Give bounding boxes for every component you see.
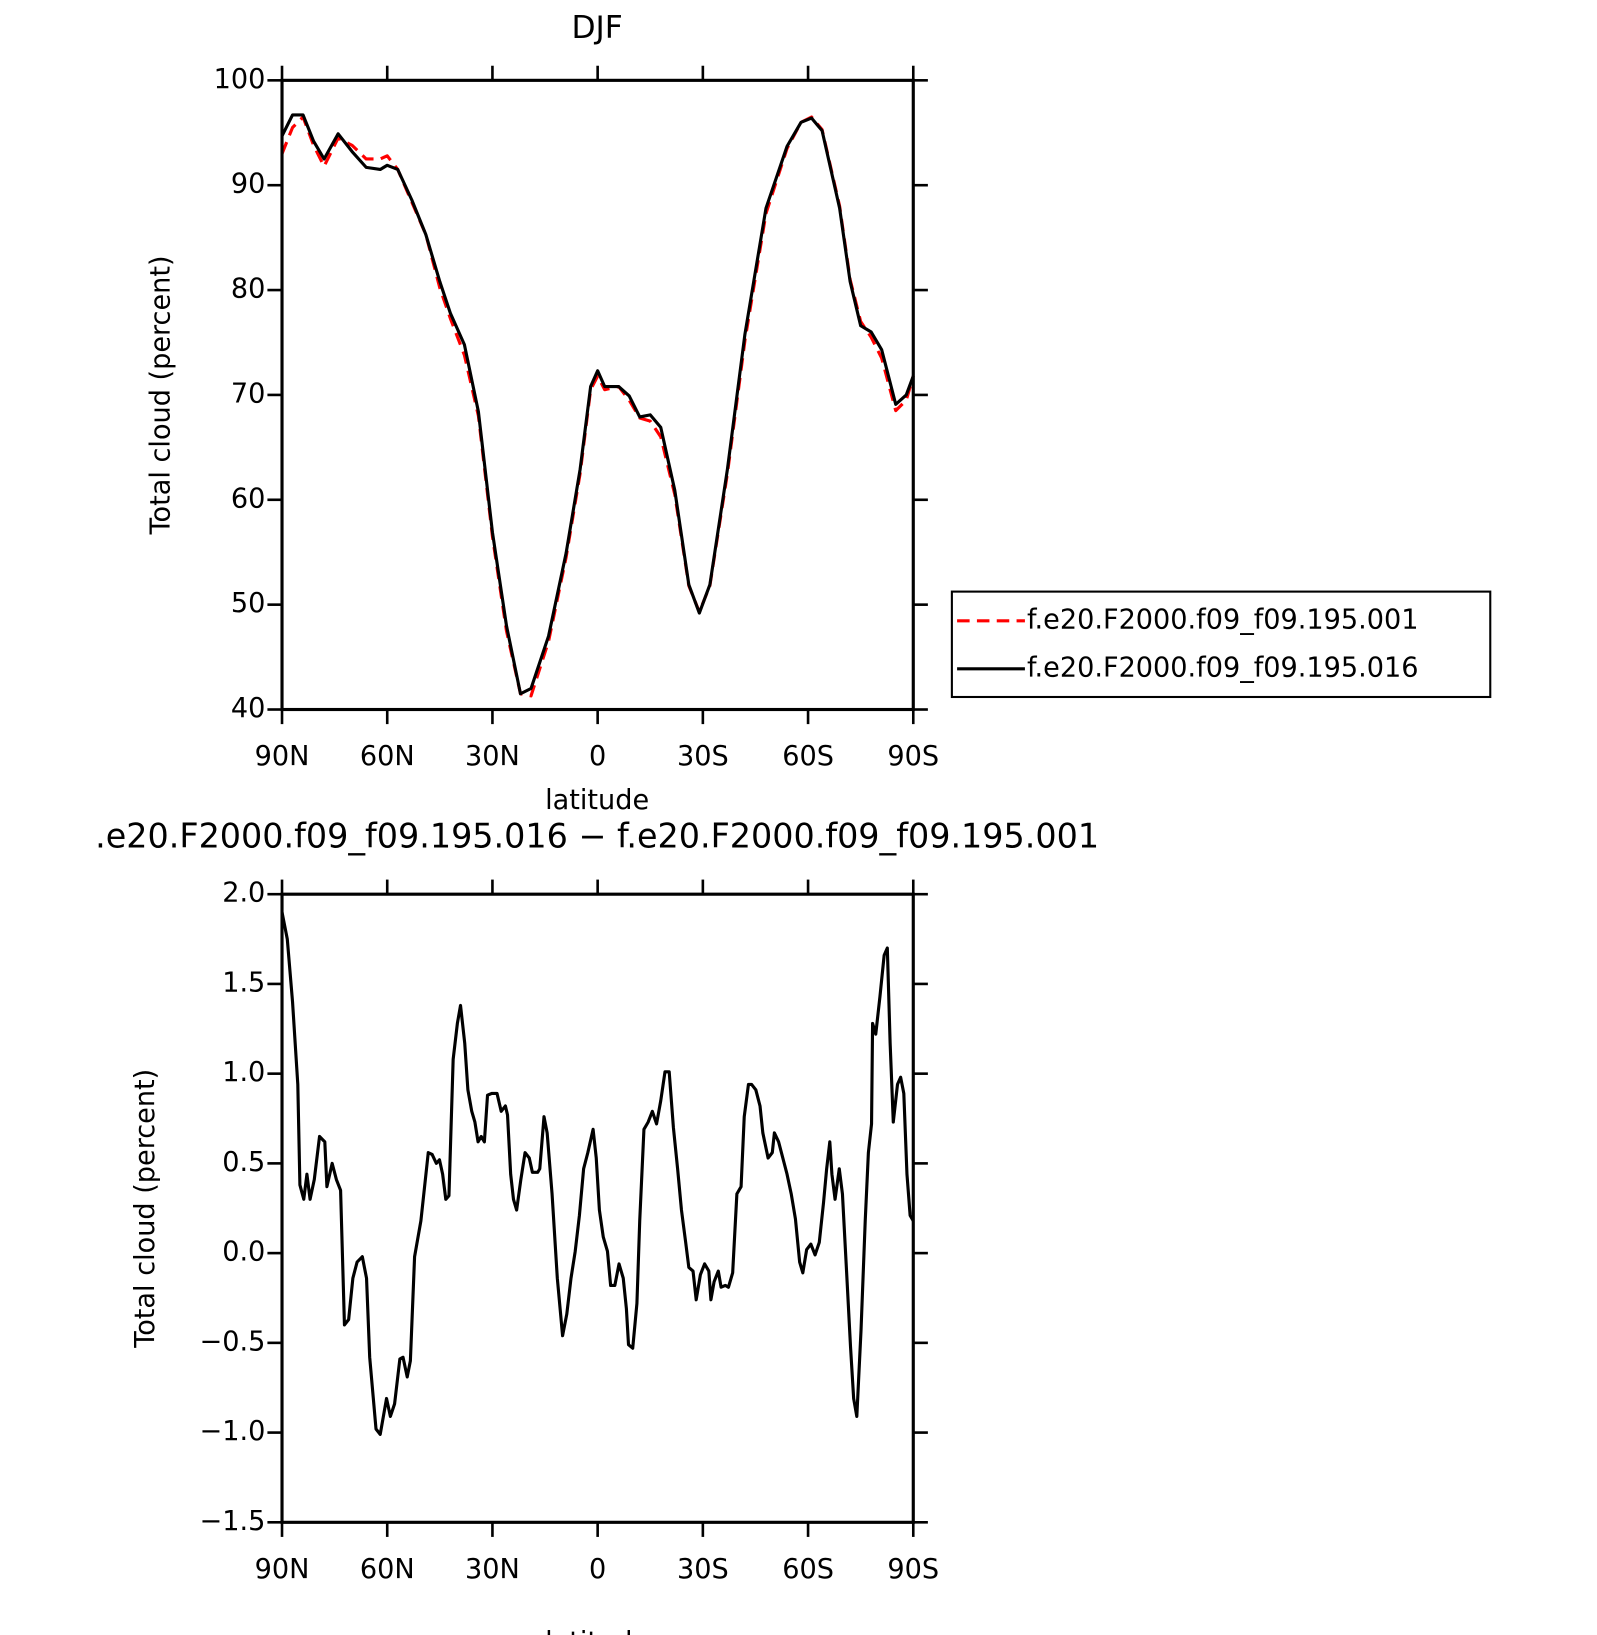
y-tick-label: 100 xyxy=(214,64,266,95)
y-tick-label: 80 xyxy=(231,274,266,305)
chart-title: DJF xyxy=(571,10,622,46)
x-axis-label: latitude xyxy=(545,1627,649,1635)
plot-frame xyxy=(280,78,915,712)
y-tick-label: 70 xyxy=(231,378,266,409)
y-tick-label: 1.5 xyxy=(222,967,265,998)
x-tick-label: 90N xyxy=(255,1554,310,1585)
x-tick-label: 60N xyxy=(360,741,415,772)
x-tick-label: 30S xyxy=(677,741,729,772)
x-tick-label: 0 xyxy=(589,741,606,772)
y-tick-label: 0.0 xyxy=(222,1237,265,1268)
line-series xyxy=(280,113,915,696)
y-tick-label: 90 xyxy=(231,169,266,200)
y-tick-label: 50 xyxy=(231,588,266,619)
plot-frame xyxy=(280,892,915,1524)
y-tick-label: 0.5 xyxy=(222,1147,265,1178)
y-tick-label: 40 xyxy=(231,693,266,724)
x-tick-label: 90S xyxy=(887,1554,939,1585)
x-tick-label: 0 xyxy=(589,1554,606,1585)
x-tick-label: 30N xyxy=(465,741,520,772)
y-tick-label: −1.5 xyxy=(199,1506,265,1537)
x-tick-label: 60S xyxy=(782,741,834,772)
x-tick-label: 90S xyxy=(887,741,939,772)
x-tick-label: 30S xyxy=(677,1554,729,1585)
y-axis-label: Total cloud (percent) xyxy=(146,255,177,535)
y-tick-label: −0.5 xyxy=(199,1326,265,1357)
line-series xyxy=(280,115,915,698)
x-tick-label: 60S xyxy=(782,1554,834,1585)
x-tick-label: 90N xyxy=(255,741,310,772)
x-tick-label: 30N xyxy=(465,1554,520,1585)
chart-title: .e20.F2000.f09_f09.195.016 − f.e20.F2000… xyxy=(95,816,1099,855)
legend-label: f.e20.F2000.f09_f09.195.016 xyxy=(1027,652,1419,683)
legend-label: f.e20.F2000.f09_f09.195.001 xyxy=(1027,604,1419,635)
y-axis-label: Total cloud (percent) xyxy=(130,1069,161,1349)
x-axis-label: latitude xyxy=(545,785,649,816)
y-tick-label: −1.0 xyxy=(199,1416,265,1447)
y-tick-label: 60 xyxy=(231,483,266,514)
x-tick-label: 60N xyxy=(360,1554,415,1585)
y-tick-label: 2.0 xyxy=(222,878,265,909)
line-series xyxy=(280,911,915,1436)
y-tick-label: 1.0 xyxy=(222,1057,265,1088)
legend-box xyxy=(950,590,1492,699)
